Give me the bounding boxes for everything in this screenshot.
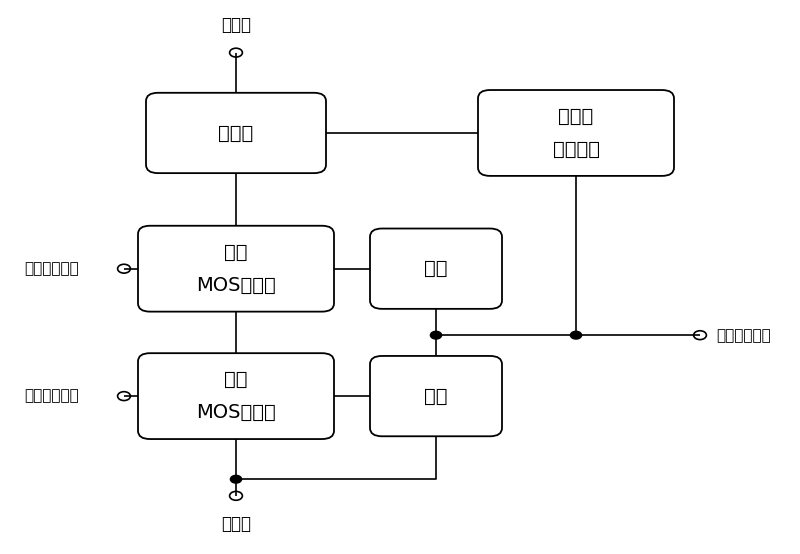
- Text: 截尾: 截尾: [224, 370, 248, 389]
- Text: 负偏压: 负偏压: [221, 515, 251, 532]
- Text: 正偏压: 正偏压: [221, 16, 251, 34]
- Circle shape: [430, 331, 442, 339]
- Circle shape: [230, 475, 242, 483]
- FancyBboxPatch shape: [370, 356, 502, 437]
- FancyBboxPatch shape: [146, 93, 326, 173]
- Text: 起始驱动脉冲: 起始驱动脉冲: [24, 261, 78, 276]
- FancyBboxPatch shape: [138, 226, 334, 311]
- FancyBboxPatch shape: [138, 353, 334, 439]
- FancyBboxPatch shape: [478, 90, 674, 176]
- Text: 截尾驱动脉冲: 截尾驱动脉冲: [24, 388, 78, 404]
- Text: MOS开关管: MOS开关管: [196, 276, 276, 295]
- Circle shape: [570, 331, 582, 339]
- Text: 管击穿: 管击穿: [558, 107, 594, 126]
- Text: 起始: 起始: [224, 243, 248, 261]
- Text: 采样保护: 采样保护: [553, 140, 599, 159]
- Text: 限流: 限流: [424, 259, 448, 278]
- FancyBboxPatch shape: [370, 228, 502, 309]
- Text: MOS开关管: MOS开关管: [196, 403, 276, 422]
- Text: 限流: 限流: [424, 387, 448, 406]
- Text: 继电器: 继电器: [218, 124, 254, 142]
- Text: 栅调脉冲输出: 栅调脉冲输出: [716, 327, 770, 343]
